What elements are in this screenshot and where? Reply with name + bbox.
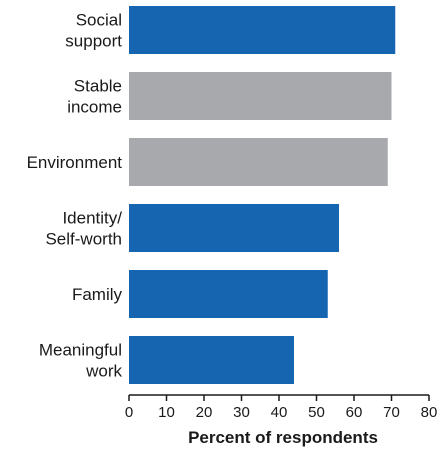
bar: [129, 270, 328, 318]
x-axis-title: Percent of respondents: [188, 428, 378, 447]
x-tick-label: 80: [421, 404, 438, 421]
x-tick-label: 20: [196, 404, 213, 421]
x-tick-label: 40: [271, 404, 288, 421]
x-tick-label: 50: [308, 404, 325, 421]
category-label: Meaningful: [39, 341, 122, 360]
x-tick-label: 70: [383, 404, 400, 421]
bar: [129, 336, 294, 384]
x-tick-label: 60: [346, 404, 363, 421]
category-label: Self-worth: [45, 230, 122, 249]
category-label: Identity/: [62, 209, 122, 228]
x-tick-label: 30: [233, 404, 250, 421]
bar: [129, 72, 392, 120]
category-label: Stable: [74, 77, 122, 96]
x-tick-label: 0: [125, 404, 133, 421]
bar: [129, 204, 339, 252]
bar: [129, 6, 396, 54]
category-label: support: [65, 32, 122, 51]
category-label: Family: [72, 285, 123, 304]
bar: [129, 138, 388, 186]
bars-group: [129, 6, 396, 384]
category-label: income: [67, 98, 122, 117]
x-tick-label: 10: [158, 404, 175, 421]
category-label: Environment: [27, 153, 123, 172]
category-label: Social: [76, 11, 122, 30]
category-labels: Social support Stable income Environment Iden…: [27, 11, 123, 381]
x-axis-ticks: 0 10 20 30 40 50 60 70 80: [125, 395, 438, 421]
category-label: work: [85, 362, 122, 381]
